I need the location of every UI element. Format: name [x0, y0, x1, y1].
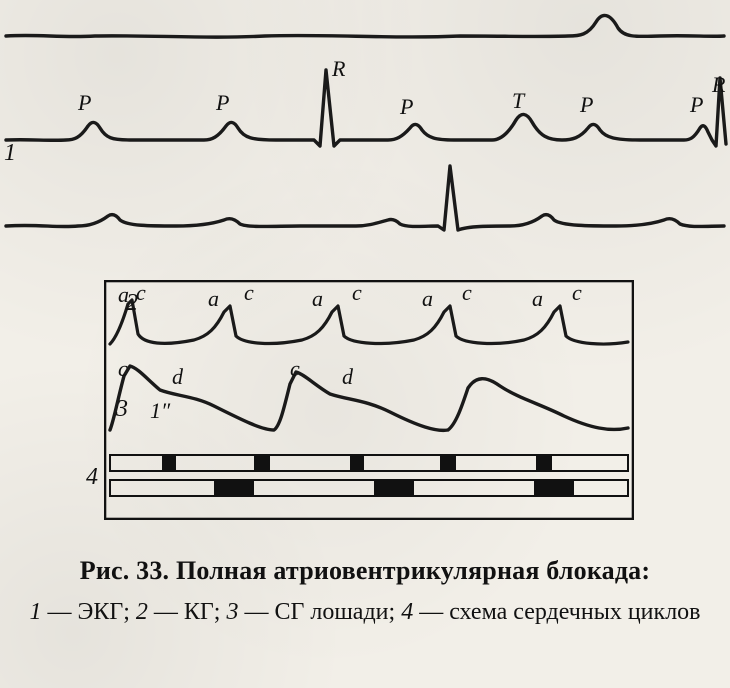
kg-a2: a [312, 286, 323, 312]
sg-c0: c [118, 356, 128, 382]
sg-d0: d [172, 364, 183, 390]
legend-t4: — схема сердечных циклов [413, 599, 700, 625]
caption: Рис. 33. Полная атриовентрикулярная блок… [0, 556, 730, 628]
boxed-panel-svg [104, 280, 634, 520]
legend-t3: — СГ лошади; [238, 599, 401, 625]
ecg-label-P3: P [400, 94, 413, 120]
figure-legend: 1 — ЭКГ; 2 — КГ; 3 — СГ лошади; 4 — схем… [28, 596, 702, 628]
trace-top [6, 15, 724, 37]
trace-kg [110, 300, 628, 344]
timing-bars [110, 455, 628, 496]
kg-c2: c [352, 280, 362, 306]
legend-t2: — КГ; [148, 599, 227, 625]
kg-c4: c [572, 280, 582, 306]
one-second-label: 1″ [150, 398, 170, 424]
ecg-label-R: R [332, 56, 345, 82]
legend-t1: — ЭКГ; [42, 599, 136, 625]
row-label-4: 4 [86, 464, 98, 491]
row-label-1: 1 [4, 140, 16, 167]
kg-c1: c [244, 280, 254, 306]
ecg-label-P4: P [580, 92, 593, 118]
kg-a3: a [422, 286, 433, 312]
ecg-label-R2: R [712, 72, 725, 98]
kg-a4: a [532, 286, 543, 312]
sg-d1: d [342, 364, 353, 390]
figure-title-text: Полная атриовентрикулярная блокада: [169, 556, 650, 585]
kg-a1: a [208, 286, 219, 312]
ecg-label-P2: P [216, 90, 229, 116]
kg-a0: a [118, 282, 129, 308]
legend-i1: 1 [30, 599, 42, 625]
legend-i3: 3 [226, 599, 238, 625]
ecg-label-P1: P [78, 90, 91, 116]
row-label-3: 3 [116, 396, 128, 423]
upper-traces-svg [0, 0, 730, 260]
ecg-label-P5: P [690, 92, 703, 118]
legend-i2: 2 [136, 599, 148, 625]
kg-c3: c [462, 280, 472, 306]
ecg-label-T: T [512, 88, 524, 114]
kg-c0: c [136, 280, 146, 306]
figure-title: Рис. 33. Полная атриовентрикулярная блок… [28, 556, 702, 586]
figure-33: 1 P P R P T P P R [0, 0, 730, 688]
trace-sg [110, 366, 628, 430]
trace-ecg [6, 70, 726, 146]
figure-number: Рис. 33. [80, 556, 170, 585]
legend-i4: 4 [401, 599, 413, 625]
sg-c1: c [290, 356, 300, 382]
trace-third [6, 166, 724, 230]
